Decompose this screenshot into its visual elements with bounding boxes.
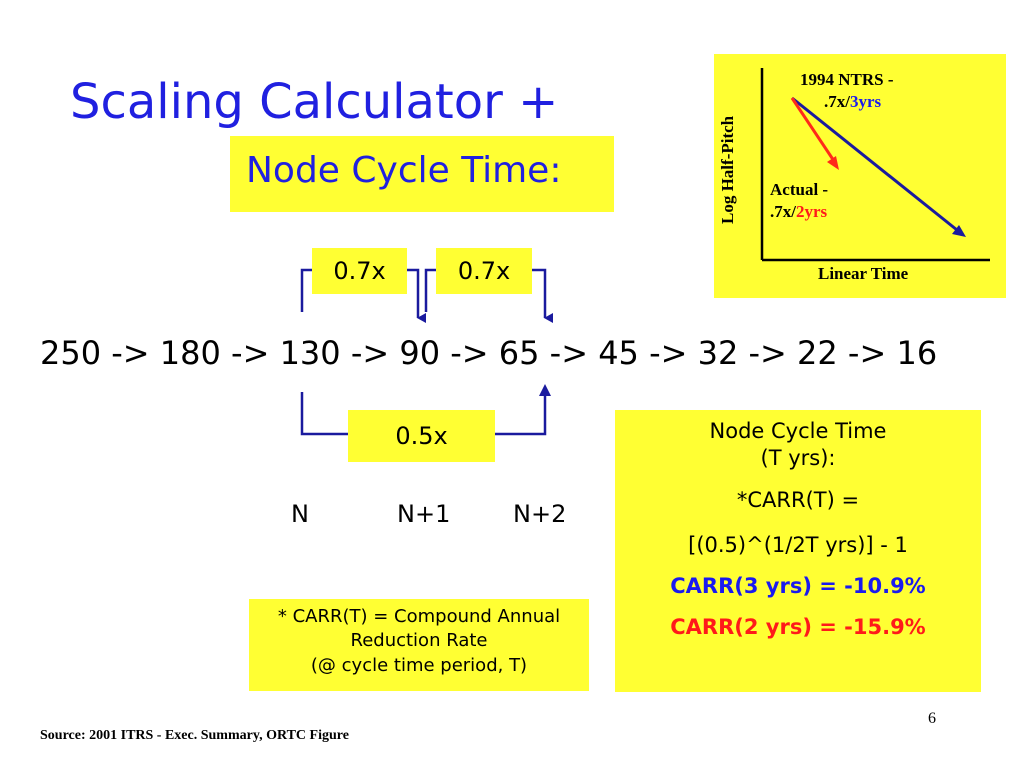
factor-box-top-2: 0.7x <box>436 248 532 294</box>
ntrs-label-line-2: .7x/3yrs <box>824 92 882 111</box>
bracket-top-right-arrow <box>532 268 553 323</box>
bracket-top-mid <box>424 268 436 312</box>
subtitle-text: Node Cycle Time: <box>246 150 562 191</box>
carr-2yrs: CARR(2 yrs) = -15.9% <box>670 615 926 640</box>
subtitle-box: Node Cycle Time: <box>230 136 614 212</box>
factor-box-bottom: 0.5x <box>348 410 495 462</box>
inset-y-axis-label: Log Half-Pitch <box>718 115 737 224</box>
source-citation: Source: 2001 ITRS - Exec. Summary, ORTC … <box>40 728 349 743</box>
factor-top-1-text: 0.7x <box>333 257 386 285</box>
bracket-top-left <box>300 268 312 312</box>
carr-definition-box: * CARR(T) = Compound Annual Reduction Ra… <box>249 599 589 691</box>
ntrs-label-line-1: 1994 NTRS - <box>800 70 894 89</box>
ntrs-years: 3yrs <box>849 92 882 111</box>
carr-def-line-3: (@ cycle time period, T) <box>310 654 528 676</box>
bracket-top-left-arrow <box>407 268 426 323</box>
slide-title: Scaling Calculator + <box>70 74 559 130</box>
actual-label-line-2: .7x/2yrs <box>770 202 828 221</box>
inset-chart: Log Half-Pitch 1994 NTRS - .7x/3yrs Actu… <box>714 54 1006 298</box>
inset-chart-lines <box>760 68 990 262</box>
carr-3yrs: CARR(3 yrs) = -10.9% <box>670 574 926 599</box>
bracket-bottom-left <box>300 392 348 436</box>
node-sequence: 250 -> 180 -> 130 -> 90 -> 65 -> 45 -> 3… <box>40 334 938 372</box>
ntbox-formula-label: *CARR(T) = <box>736 487 860 512</box>
node-label-n2: N+2 <box>513 500 567 528</box>
factor-bottom-text: 0.5x <box>395 422 448 450</box>
actual-years: 2yrs <box>795 202 828 221</box>
carr-def-line-2: Reduction Rate <box>350 630 488 652</box>
node-cycle-time-box: Node Cycle Time (T yrs): *CARR(T) = [(0.… <box>615 410 981 692</box>
ntbox-line-2: (T yrs): <box>760 446 836 471</box>
node-label-n: N <box>291 500 309 528</box>
ntrs-trend-line <box>791 96 963 236</box>
carr-def-line-1: * CARR(T) = Compound Annual <box>277 606 561 627</box>
actual-label-line-1: Actual - <box>770 180 829 199</box>
ntbox-line-1: Node Cycle Time <box>709 419 887 443</box>
inset-x-axis-label: Linear Time <box>818 264 909 283</box>
factor-box-top-1: 0.7x <box>312 248 407 294</box>
factor-top-2-text: 0.7x <box>457 257 511 285</box>
node-label-n1: N+1 <box>397 500 451 528</box>
bracket-bottom-right-arrow <box>495 392 547 436</box>
page-number: 6 <box>928 710 936 727</box>
actual-trend-line <box>790 97 838 165</box>
ntbox-formula: [(0.5)^(1/2T yrs)] - 1 <box>688 532 908 557</box>
